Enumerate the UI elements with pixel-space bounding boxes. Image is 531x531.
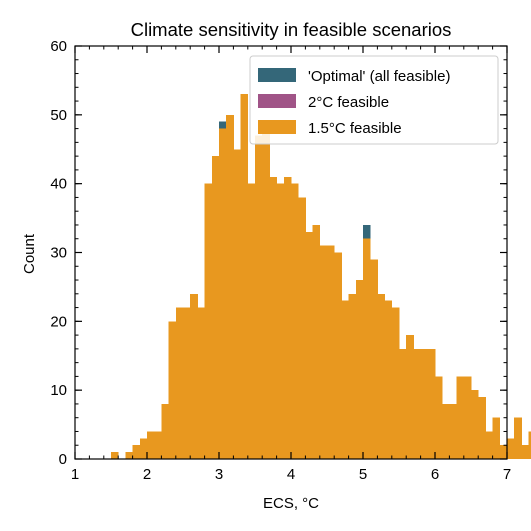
- bar: [478, 397, 486, 459]
- bar: [456, 376, 465, 459]
- y-tick-label: 0: [59, 451, 67, 468]
- y-tick-label: 30: [50, 245, 67, 262]
- bar: [370, 259, 378, 459]
- y-tick-label: 60: [50, 38, 67, 55]
- bar: [190, 293, 198, 459]
- bar: [348, 293, 357, 459]
- bar: [111, 452, 119, 459]
- legend-label: 'Optimal' (all feasible): [308, 68, 450, 85]
- x-tick-label: 5: [359, 466, 367, 483]
- bar: [197, 307, 205, 459]
- bar: [312, 224, 321, 459]
- y-tick-label: 40: [50, 176, 67, 193]
- legend-box: [249, 55, 499, 145]
- y-tick-label: 50: [50, 107, 67, 124]
- bar: [305, 231, 313, 459]
- bar: [233, 149, 241, 459]
- bar: [298, 197, 306, 459]
- bar: [147, 431, 155, 459]
- bar: [291, 183, 299, 460]
- bar: [420, 348, 429, 459]
- bar: [283, 176, 292, 459]
- bar: [175, 307, 184, 459]
- bar: [132, 445, 141, 459]
- bar: [139, 438, 148, 459]
- y-tick-label: 20: [50, 313, 67, 330]
- bars-layer: [111, 94, 531, 460]
- bar: [247, 183, 256, 460]
- bar: [521, 445, 529, 459]
- bar: [471, 390, 479, 459]
- bar: [255, 135, 263, 460]
- legend-swatch: [258, 94, 296, 108]
- bar: [442, 403, 450, 459]
- bar: [125, 452, 133, 459]
- bar: [449, 403, 457, 459]
- x-axis-label: ECS, °C: [263, 495, 319, 512]
- bar: [363, 238, 371, 459]
- bar: [204, 183, 213, 460]
- bar: [319, 245, 328, 459]
- bar: [413, 348, 421, 459]
- bar: [168, 321, 177, 459]
- bar: [485, 431, 493, 459]
- bar: [528, 431, 531, 459]
- bar: [427, 348, 436, 459]
- bar: [226, 114, 234, 459]
- x-tick-label: 2: [143, 466, 151, 483]
- bar: [211, 156, 220, 459]
- bar: [262, 128, 270, 459]
- bar: [384, 300, 393, 459]
- bar: [334, 252, 342, 459]
- bar: [161, 403, 169, 459]
- x-tick-label: 6: [431, 466, 439, 483]
- bar: [514, 417, 522, 459]
- bar: [327, 245, 335, 459]
- bar: [355, 280, 364, 459]
- bar: [219, 128, 227, 459]
- x-tick-label: 7: [503, 466, 511, 483]
- x-tick-label: 4: [287, 466, 295, 483]
- legend-label: 2°C feasible: [308, 94, 389, 111]
- legend-swatch: [258, 68, 296, 82]
- x-tick-label: 1: [71, 466, 79, 483]
- bar: [154, 431, 162, 459]
- bar: [499, 445, 508, 459]
- bar: [399, 348, 407, 459]
- legend-label: 1.5°C feasible: [308, 120, 402, 137]
- bar: [269, 176, 277, 459]
- bar: [492, 417, 501, 459]
- bar: [341, 300, 349, 459]
- bar: [377, 293, 385, 459]
- legend: 'Optimal' (all feasible) 2°C feasible 1.5°…: [249, 55, 499, 145]
- x-tick-label: 3: [215, 466, 223, 483]
- chart-title: Climate sensitivity in feasible scenario…: [131, 19, 452, 40]
- bar: [240, 94, 249, 460]
- bar: [276, 183, 285, 460]
- legend-swatch: [258, 120, 296, 134]
- bar: [406, 335, 414, 459]
- bar: [435, 376, 443, 459]
- bar: [183, 307, 191, 459]
- bar: [391, 307, 400, 459]
- axes-layer: 1 2 3 4 5 6 7 0 10 20 30 40 50 60: [50, 38, 511, 483]
- series-2: [111, 94, 531, 460]
- y-tick-label: 10: [50, 382, 67, 399]
- bar: [507, 438, 515, 459]
- y-axis-label: Count: [21, 233, 38, 274]
- bar: [463, 376, 472, 459]
